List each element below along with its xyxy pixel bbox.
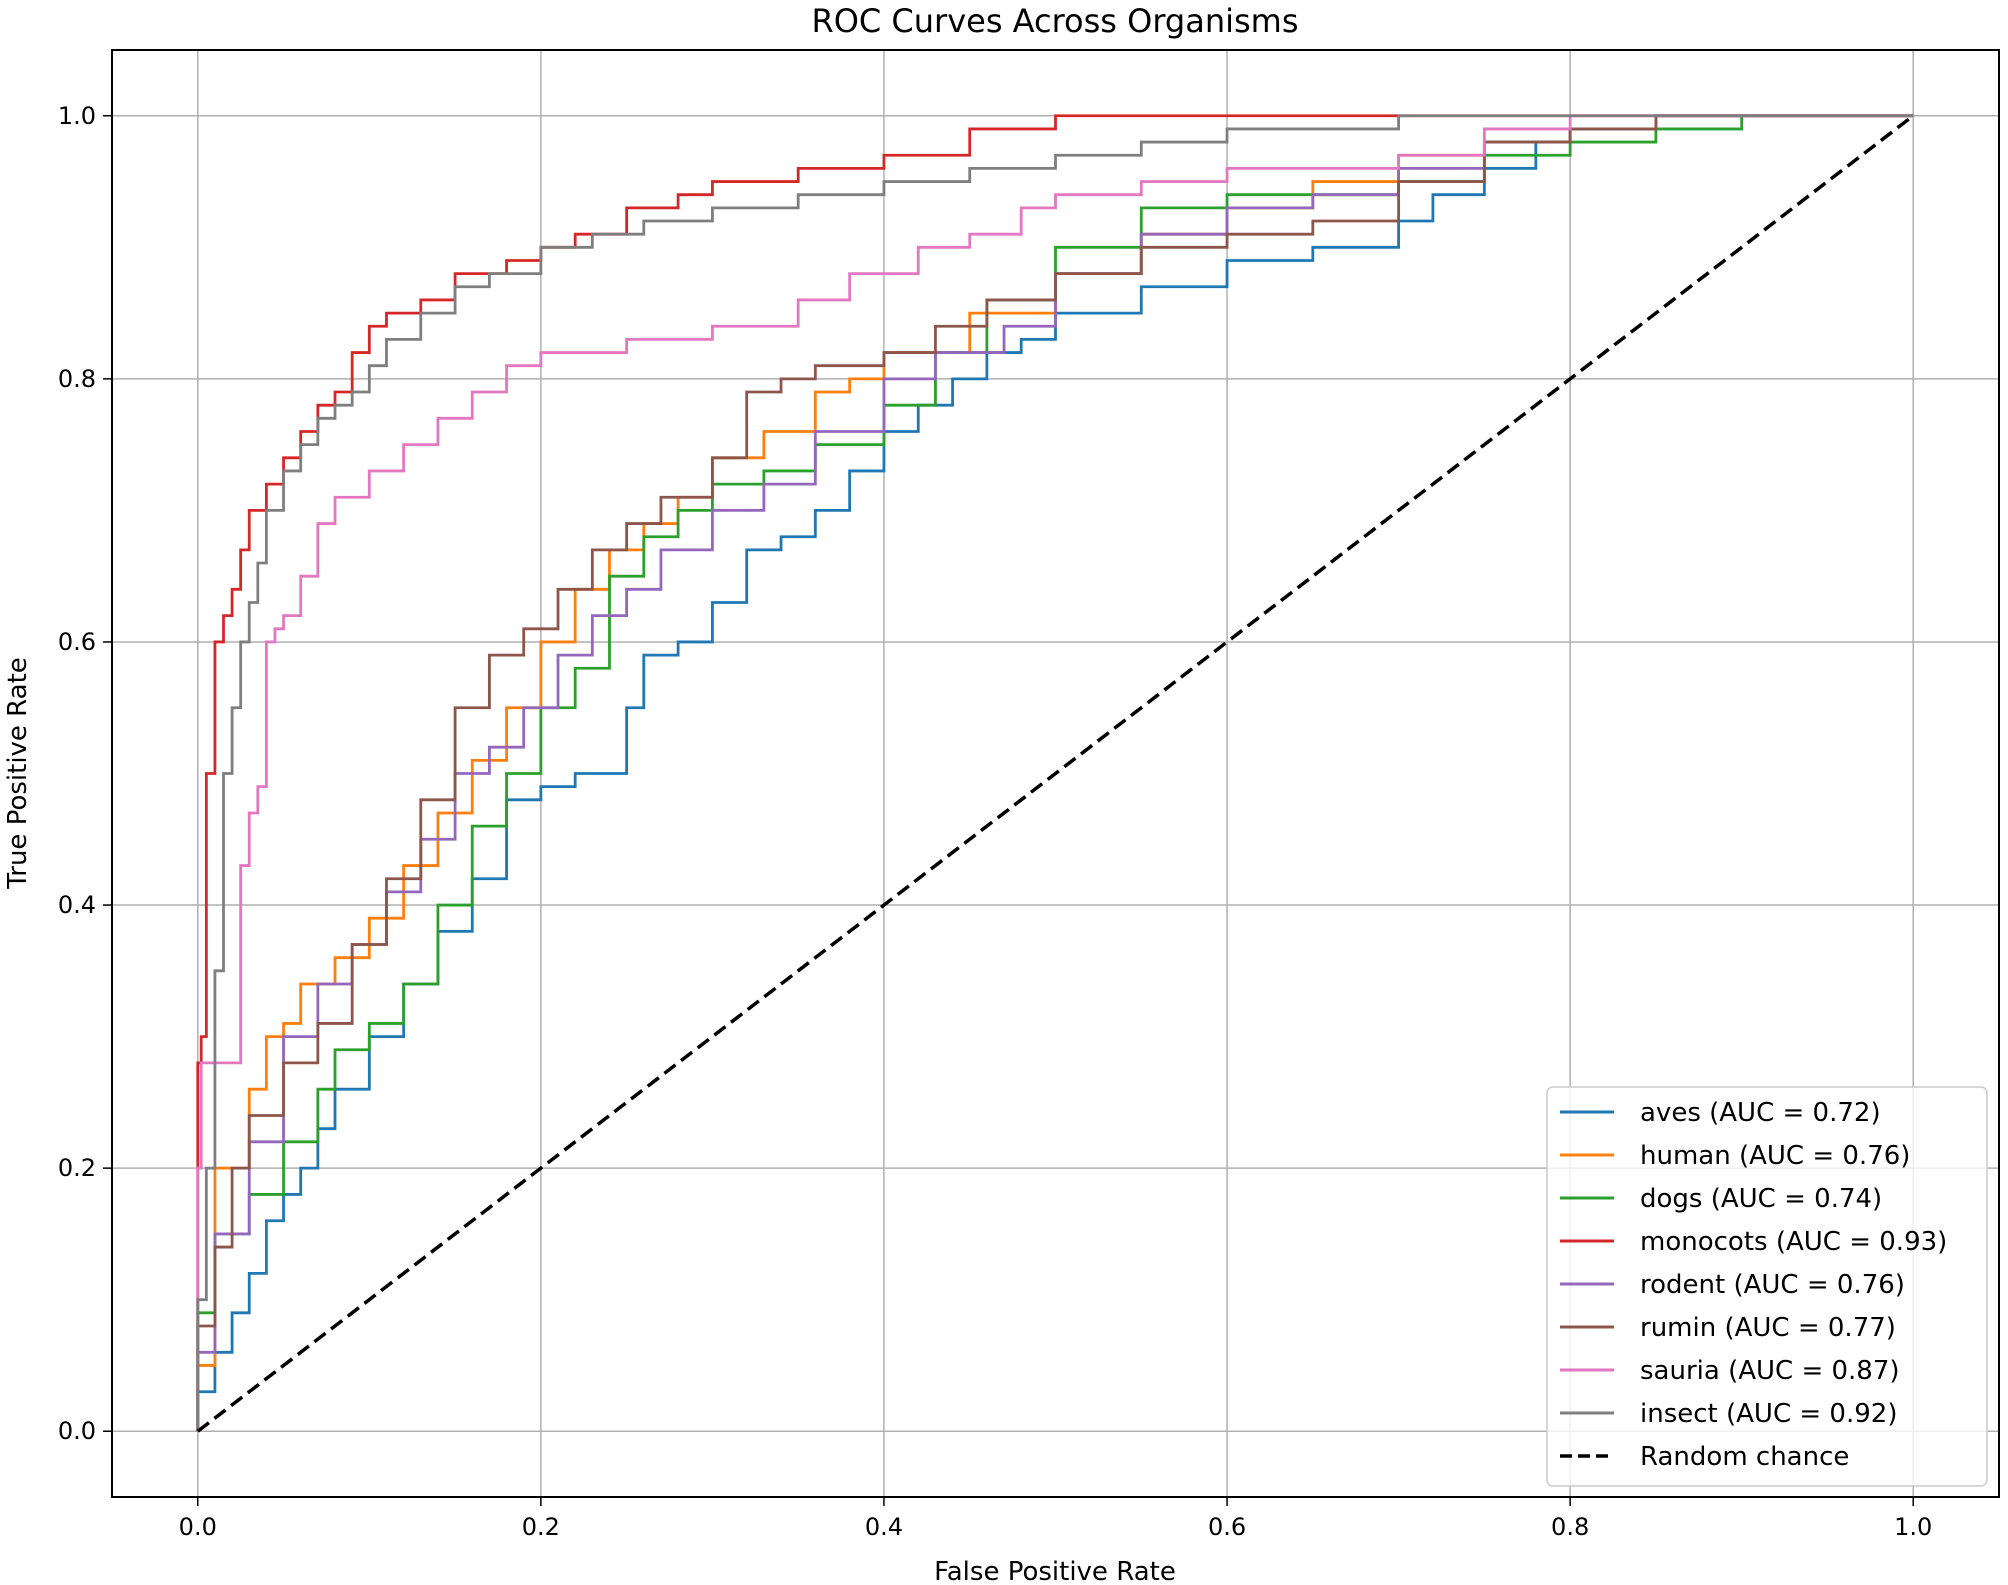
y-tick-label: 1.0 <box>58 102 96 130</box>
y-tick-label: 0.0 <box>58 1417 96 1445</box>
y-tick-label: 0.2 <box>58 1154 96 1182</box>
legend: aves (AUC = 0.72) human (AUC = 0.76) dogs … <box>1546 1086 1988 1487</box>
series-line-insect <box>196 114 1914 1432</box>
plot-frame <box>111 49 2000 1498</box>
legend-label-aves: aves (AUC = 0.72) <box>1640 1098 1881 1128</box>
x-tick-label: 0.0 <box>179 1513 217 1541</box>
series-line-aves <box>196 114 1914 1432</box>
series-line-random <box>196 114 1915 1433</box>
legend-label-monocots: monocots (AUC = 0.93) <box>1640 1227 1947 1257</box>
axis-ticks: 0.0 0.2 0.4 0.6 0.8 1.0 0.0 0.2 0.4 0.6 0.8 1.0 <box>58 102 1932 1541</box>
y-axis-label: True Positive Rate <box>3 657 33 890</box>
legend-label-sauria: sauria (AUC = 0.87) <box>1640 1356 1900 1386</box>
legend-label-dogs: dogs (AUC = 0.74) <box>1640 1184 1882 1214</box>
legend-label-insect: insect (AUC = 0.92) <box>1640 1399 1897 1429</box>
chart-title: ROC Curves Across Organisms <box>811 2 1298 40</box>
legend-label-human: human (AUC = 0.76) <box>1640 1141 1910 1171</box>
legend-label-rumin: rumin (AUC = 0.77) <box>1640 1313 1896 1343</box>
x-tick-label: 0.8 <box>1551 1513 1589 1541</box>
x-tick-label: 0.6 <box>1208 1513 1246 1541</box>
x-axis-label: False Positive Rate <box>934 1557 1176 1585</box>
series-line-rodent <box>196 114 1914 1432</box>
legend-box <box>1546 1086 1988 1487</box>
y-tick-label: 0.8 <box>58 365 96 393</box>
legend-label-rodent: rodent (AUC = 0.76) <box>1640 1270 1905 1300</box>
y-tick-label: 0.4 <box>58 891 96 919</box>
legend-label-random: Random chance <box>1640 1442 1849 1472</box>
y-tick-label: 0.6 <box>58 628 96 656</box>
x-tick-label: 0.4 <box>865 1513 903 1541</box>
series-line-sauria <box>196 114 1914 1432</box>
series-line-rumin <box>196 114 1914 1432</box>
series-line-monocots <box>196 114 1914 1432</box>
x-tick-label: 0.2 <box>522 1513 560 1541</box>
x-tick-label: 1.0 <box>1894 1513 1932 1541</box>
series-lines <box>196 114 1915 1433</box>
